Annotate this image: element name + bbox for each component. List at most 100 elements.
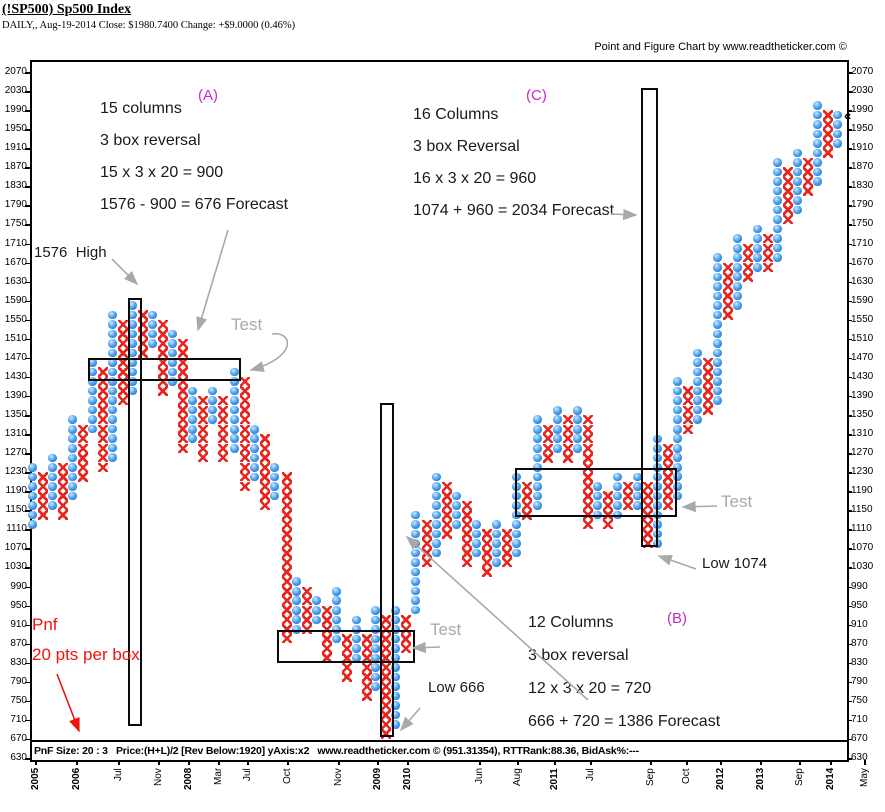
o-glyph: [48, 482, 57, 491]
o-glyph: [411, 529, 420, 539]
price-box-o: [391, 634, 400, 644]
y-axis-label-right: 910: [851, 618, 868, 630]
x-glyph: [98, 395, 108, 406]
price-box-x: [381, 634, 391, 644]
price-box-o: [371, 644, 380, 654]
price-box-o: [492, 529, 501, 539]
o-glyph: [533, 453, 542, 463]
x-glyph: [118, 338, 128, 349]
price-box-x: [178, 348, 188, 358]
x-glyph: [118, 367, 128, 377]
x-glyph: [282, 510, 292, 520]
x-glyph: [282, 567, 292, 577]
pnf-up-column: [693, 348, 702, 424]
price-box-x: [823, 119, 833, 130]
x-axis-label: Jul: [242, 768, 253, 781]
o-glyph: [168, 358, 177, 367]
o-glyph: [713, 386, 722, 396]
o-glyph: [773, 215, 782, 224]
x-axis-label: Oct: [282, 768, 293, 784]
price-box-x: [583, 491, 593, 501]
o-glyph: [813, 110, 822, 120]
price-box-o: [48, 482, 57, 492]
pnf-down-column: [118, 319, 128, 406]
o-glyph: [593, 501, 602, 510]
price-box-o: [48, 453, 57, 463]
pnf-down-column: [763, 234, 773, 273]
price-box-x: [502, 538, 512, 549]
price-box-o: [292, 605, 301, 616]
x-glyph: [322, 653, 332, 663]
x-glyph: [302, 615, 312, 625]
x-glyph: [823, 119, 833, 130]
price-box-x: [282, 510, 292, 520]
x-glyph: [583, 434, 593, 444]
o-glyph: [411, 577, 420, 586]
o-glyph: [512, 520, 521, 529]
price-box-x: [663, 500, 673, 511]
o-glyph: [713, 310, 722, 320]
price-box-x: [763, 262, 773, 273]
price-box-x: [58, 481, 68, 492]
price-box-x: [38, 481, 48, 492]
o-glyph: [352, 653, 361, 663]
o-glyph: [371, 672, 380, 682]
o-glyph: [352, 625, 361, 634]
o-glyph: [250, 472, 259, 482]
o-glyph: [371, 663, 380, 672]
o-glyph: [673, 405, 682, 415]
price-box-x: [218, 434, 228, 444]
price-box-o: [88, 377, 97, 387]
o-glyph: [492, 548, 501, 558]
y-axis-label-left: 1510: [4, 332, 27, 344]
price-box-o: [208, 415, 217, 425]
o-glyph: [613, 472, 622, 482]
o-glyph: [68, 463, 77, 472]
price-box-o: [250, 434, 259, 444]
o-glyph: [553, 405, 562, 415]
o-glyph: [148, 329, 157, 339]
price-box-x: [401, 643, 411, 654]
price-box-x: [803, 176, 813, 187]
o-glyph: [292, 596, 301, 606]
price-box-o: [813, 101, 822, 111]
o-glyph: [793, 205, 802, 215]
price-box-o: [391, 701, 400, 711]
price-box-x: [583, 481, 593, 492]
price-box-o: [88, 396, 97, 406]
price-box-x: [783, 214, 793, 225]
x-glyph: [381, 653, 391, 663]
o-glyph: [492, 529, 501, 539]
x-glyph: [98, 453, 108, 463]
price-box-o: [108, 329, 117, 339]
price-box-x: [663, 472, 673, 482]
price-box-x: [138, 348, 148, 358]
x-glyph: [703, 376, 713, 387]
pnf-down-column: [583, 415, 593, 530]
annotation-c-line4: 1074 + 960 = 2034 Forecast: [413, 202, 615, 219]
x-axis-label: May: [859, 768, 870, 787]
chart-frame: [30, 60, 849, 762]
o-glyph: [148, 310, 157, 320]
o-glyph: [693, 348, 702, 358]
o-glyph: [693, 396, 702, 405]
price-box-x: [302, 586, 312, 597]
y-tick-left: [25, 91, 30, 93]
price-box-o: [88, 367, 97, 377]
x-glyph: [260, 443, 270, 454]
price-box-x: [282, 605, 292, 615]
x-axis-label: 2010: [402, 767, 413, 790]
price-box-x: [583, 472, 593, 482]
o-glyph: [813, 148, 822, 158]
price-box-x: [178, 414, 188, 425]
pnf-down-column: [138, 310, 148, 358]
price-box-x: [158, 386, 168, 396]
o-glyph: [391, 653, 400, 663]
o-glyph: [533, 415, 542, 425]
price-box-o: [773, 158, 782, 168]
price-box-x: [381, 729, 391, 739]
o-glyph: [472, 520, 481, 529]
price-box-x: [743, 243, 753, 254]
x-glyph: [401, 624, 411, 635]
o-glyph: [230, 377, 239, 386]
